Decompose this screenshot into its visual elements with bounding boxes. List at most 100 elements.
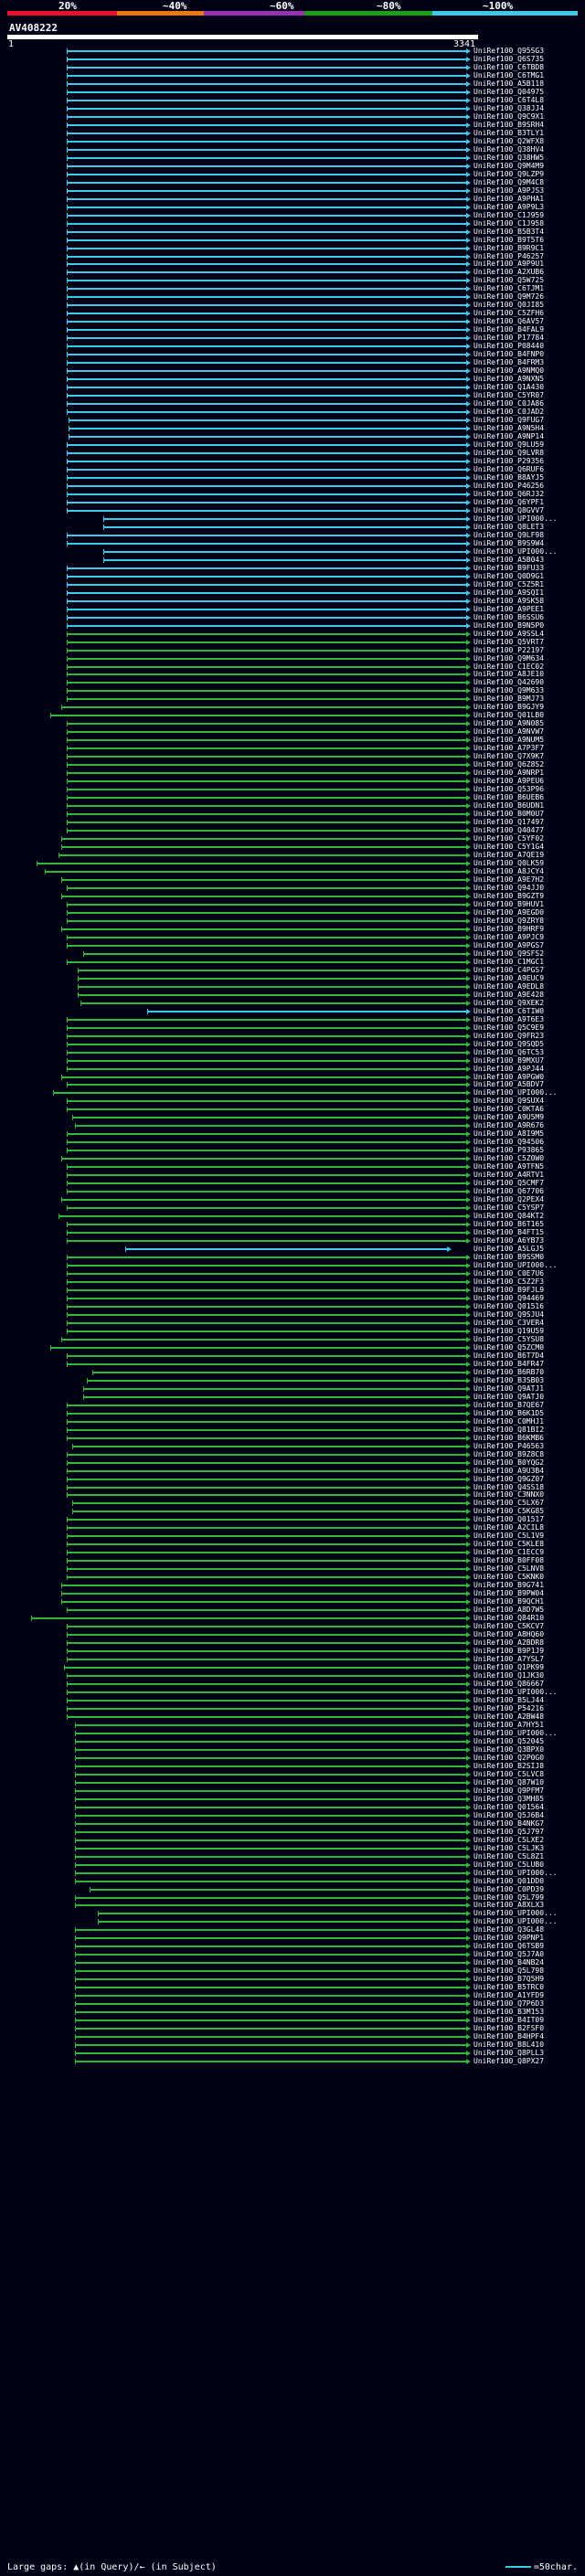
hit-label[interactable]: UniRef100_Q95SG3 — [473, 47, 545, 55]
hit-label[interactable]: UniRef100_B4FT15 — [473, 1228, 545, 1237]
hit-label[interactable]: UniRef100_UPI000... — [473, 1917, 558, 1926]
hit-bar[interactable] — [67, 493, 467, 495]
hit-label[interactable]: UniRef100_B6T165 — [473, 1220, 545, 1229]
hit-bar[interactable] — [75, 1773, 467, 1776]
hit-bar[interactable] — [102, 525, 467, 528]
hit-label[interactable]: UniRef100_C5YSP7 — [473, 1203, 545, 1213]
hit-label[interactable]: UniRef100_C1ECC9 — [473, 1548, 545, 1557]
hit-label[interactable]: UniRef100_Q5C9E9 — [473, 1023, 545, 1032]
hit-label[interactable]: UniRef100_Q9PFM7 — [473, 1786, 545, 1795]
hit-bar[interactable] — [78, 969, 467, 971]
hit-bar[interactable] — [67, 123, 467, 126]
hit-label[interactable]: UniRef100_A9SSL4 — [473, 629, 545, 638]
hit-bar[interactable] — [67, 66, 467, 69]
hit-label[interactable]: UniRef100_B2SIJ8 — [473, 1761, 545, 1770]
hit-bar[interactable] — [67, 1420, 467, 1423]
hit-label[interactable]: UniRef100_UPI000... — [473, 1868, 558, 1877]
hit-label[interactable]: UniRef100_A9NRP1 — [473, 769, 545, 778]
hit-bar[interactable] — [67, 1428, 467, 1431]
hit-label[interactable]: UniRef100_Q3MH85 — [473, 1794, 545, 1803]
hit-label[interactable]: UniRef100_Q6Z8S2 — [473, 760, 545, 769]
hit-bar[interactable] — [67, 99, 467, 101]
hit-bar[interactable] — [67, 1288, 467, 1291]
hit-bar[interactable] — [67, 1683, 467, 1686]
hit-bar[interactable] — [67, 304, 467, 307]
hit-bar[interactable] — [147, 1010, 467, 1012]
hit-label[interactable]: UniRef100_A4RTV1 — [473, 1171, 545, 1180]
hit-label[interactable]: UniRef100_Q6S735 — [473, 54, 545, 63]
hit-bar[interactable] — [67, 1576, 467, 1579]
hit-label[interactable]: UniRef100_C5ZFH6 — [473, 309, 545, 318]
hit-label[interactable]: UniRef100_Q0JI85 — [473, 301, 545, 310]
hit-label[interactable]: UniRef100_Q9SFS2 — [473, 949, 545, 958]
hit-label[interactable]: UniRef100_Q01517 — [473, 1515, 545, 1524]
hit-label[interactable]: UniRef100_A9N5H4 — [473, 424, 545, 433]
hit-bar[interactable] — [67, 74, 467, 77]
hit-label[interactable]: UniRef100_C0PD39 — [473, 1884, 545, 1893]
hit-label[interactable]: UniRef100_UPI000... — [473, 1261, 558, 1270]
hit-label[interactable]: UniRef100_A9N085 — [473, 719, 545, 728]
hit-bar[interactable] — [75, 1814, 467, 1817]
hit-label[interactable]: UniRef100_B0YQG2 — [473, 1458, 545, 1467]
hit-bar[interactable] — [75, 1781, 467, 1784]
hit-bar[interactable] — [75, 1740, 467, 1743]
hit-bar[interactable] — [67, 830, 467, 832]
hit-bar[interactable] — [75, 1789, 467, 1792]
hit-bar[interactable] — [50, 1346, 467, 1349]
hit-label[interactable]: UniRef100_C0E7U6 — [473, 1269, 545, 1278]
hit-bar[interactable] — [67, 206, 467, 208]
hit-bar[interactable] — [67, 329, 467, 332]
hit-bar[interactable] — [67, 1297, 467, 1299]
hit-label[interactable]: UniRef100_A9NMQ0 — [473, 366, 545, 376]
hit-label[interactable]: UniRef100_A9P9L3 — [473, 202, 545, 211]
hit-bar[interactable] — [67, 321, 467, 323]
hit-label[interactable]: UniRef100_Q01DD0 — [473, 1876, 545, 1885]
hit-label[interactable]: UniRef100_B4FAL9 — [473, 325, 545, 334]
hit-bar[interactable] — [83, 952, 467, 955]
hit-bar[interactable] — [72, 1511, 467, 1513]
hit-bar[interactable] — [75, 1839, 467, 1841]
hit-label[interactable]: UniRef100_C5KNK0 — [473, 1573, 545, 1582]
hit-label[interactable]: UniRef100_A9PEU6 — [473, 777, 545, 786]
hit-label[interactable]: UniRef100_A9E428 — [473, 990, 545, 999]
hit-bar[interactable] — [67, 1321, 467, 1324]
hit-label[interactable]: UniRef100_Q1JK30 — [473, 1671, 545, 1680]
hit-label[interactable]: UniRef100_B7Q5H9 — [473, 1975, 545, 1984]
hit-bar[interactable] — [75, 1987, 467, 1989]
hit-bar[interactable] — [67, 1018, 467, 1021]
hit-label[interactable]: UniRef100_C0JAD2 — [473, 408, 545, 417]
hit-bar[interactable] — [45, 871, 467, 873]
hit-bar[interactable] — [75, 1954, 467, 1956]
hit-label[interactable]: UniRef100_A9PGS7 — [473, 940, 545, 949]
hit-label[interactable]: UniRef100_UPI000... — [473, 1088, 558, 1097]
hit-label[interactable]: UniRef100_B5LJ44 — [473, 1695, 545, 1704]
hit-bar[interactable] — [67, 1675, 467, 1678]
hit-bar[interactable] — [67, 271, 467, 274]
hit-bar[interactable] — [72, 1445, 467, 1447]
hit-label[interactable]: UniRef100_A9U3B4 — [473, 1466, 545, 1475]
hit-bar[interactable] — [67, 82, 467, 85]
hit-bar[interactable] — [67, 1552, 467, 1554]
hit-bar[interactable] — [67, 1354, 467, 1357]
hit-bar[interactable] — [67, 1240, 467, 1243]
hit-label[interactable]: UniRef100_B9Z8C8 — [473, 1449, 545, 1458]
hit-label[interactable]: UniRef100_C5Z5R1 — [473, 579, 545, 588]
hit-bar[interactable] — [86, 1379, 467, 1382]
hit-label[interactable]: UniRef100_C6TMG1 — [473, 70, 545, 80]
hit-bar[interactable] — [61, 1076, 467, 1078]
hit-bar[interactable] — [67, 1519, 467, 1521]
hit-label[interactable]: UniRef100_Q9M633 — [473, 686, 545, 695]
hit-label[interactable]: UniRef100_Q9FUG7 — [473, 416, 545, 425]
hit-label[interactable]: UniRef100_B9P1J9 — [473, 1647, 545, 1656]
hit-bar[interactable] — [67, 189, 467, 192]
hit-bar[interactable] — [67, 624, 467, 627]
hit-bar[interactable] — [75, 2052, 467, 2055]
hit-bar[interactable] — [37, 863, 467, 865]
hit-label[interactable]: UniRef100_B4FRM3 — [473, 358, 545, 367]
hit-bar[interactable] — [75, 1937, 467, 1940]
hit-bar[interactable] — [67, 1642, 467, 1645]
hit-label[interactable]: UniRef100_B9QCH1 — [473, 1597, 545, 1606]
hit-label[interactable]: UniRef100_Q86667 — [473, 1680, 545, 1689]
hit-bar[interactable] — [67, 378, 467, 381]
hit-bar[interactable] — [61, 1601, 467, 1604]
